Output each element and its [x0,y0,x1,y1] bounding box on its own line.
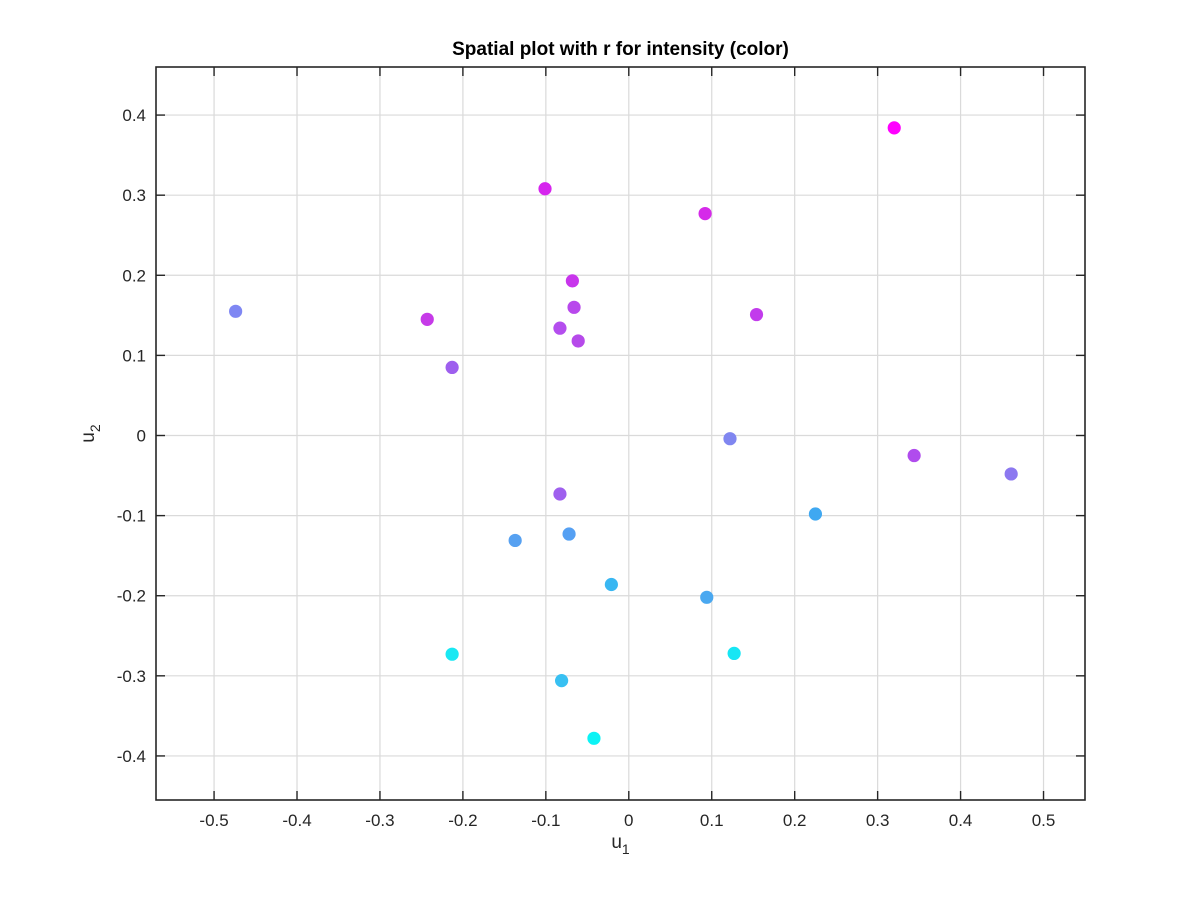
axis-ticks [156,67,1085,800]
y-tick-label: 0.3 [122,186,146,205]
data-point [749,307,764,322]
data-point [698,207,712,221]
y-tick-label: 0.4 [122,106,146,125]
x-tick-label: 0 [624,811,633,830]
data-point [887,121,901,135]
data-point [700,590,714,604]
data-points [229,121,1018,745]
grid-lines [156,67,1085,800]
data-point [907,448,921,463]
data-point [562,527,576,541]
data-point [229,304,243,318]
y-tick-label: 0.1 [122,346,146,365]
x-tick-label: 0.1 [700,811,724,830]
plot-area [156,67,1085,800]
data-point [565,274,579,288]
x-axis-label: u1 [611,832,630,857]
chart-title: Spatial plot with r for intensity (color… [452,39,789,60]
y-axis-label-subscript: 2 [87,424,103,432]
data-point [604,577,618,592]
x-tick-label: -0.3 [365,811,394,830]
y-tick-label: -0.1 [117,507,146,526]
data-point [508,533,522,548]
data-point [420,312,434,326]
data-point [445,647,459,661]
x-tick-label: 0.4 [949,811,973,830]
x-tick-label: -0.2 [448,811,477,830]
x-tick-labels: -0.5 -0.4 -0.3 -0.2 -0.1 0 0.1 0.2 0.3 0.4 0.5 [199,811,1055,830]
x-tick-label: 0.3 [866,811,890,830]
y-axis-label-base: u [78,432,99,443]
data-point [445,360,459,375]
data-point [808,507,823,521]
y-tick-label: 0 [137,427,146,446]
y-tick-label: 0.2 [122,266,146,285]
data-point [553,487,567,501]
x-tick-label: -0.1 [531,811,560,830]
data-point [538,182,552,196]
data-point [727,646,741,661]
x-tick-label: 0.5 [1032,811,1056,830]
y-tick-labels: -0.4 -0.3 -0.2 -0.1 0 0.1 0.2 0.3 0.4 [117,106,146,766]
data-point [553,321,567,335]
x-tick-label: -0.4 [282,811,311,830]
y-tick-label: -0.3 [117,667,146,686]
x-tick-label: 0.2 [783,811,807,830]
data-point [567,300,581,314]
y-tick-label: -0.2 [117,587,146,606]
x-axis-label-subscript: 1 [622,841,630,857]
x-axis-label-base: u [611,832,622,853]
y-tick-label: -0.4 [117,747,146,766]
data-point [1004,467,1018,481]
plot-frame [155,66,1086,801]
x-tick-label: -0.5 [199,811,228,830]
data-point [587,731,601,745]
data-point [555,674,569,688]
data-point [723,432,737,446]
y-axis-label: u2 [78,424,103,443]
data-point [571,334,585,348]
